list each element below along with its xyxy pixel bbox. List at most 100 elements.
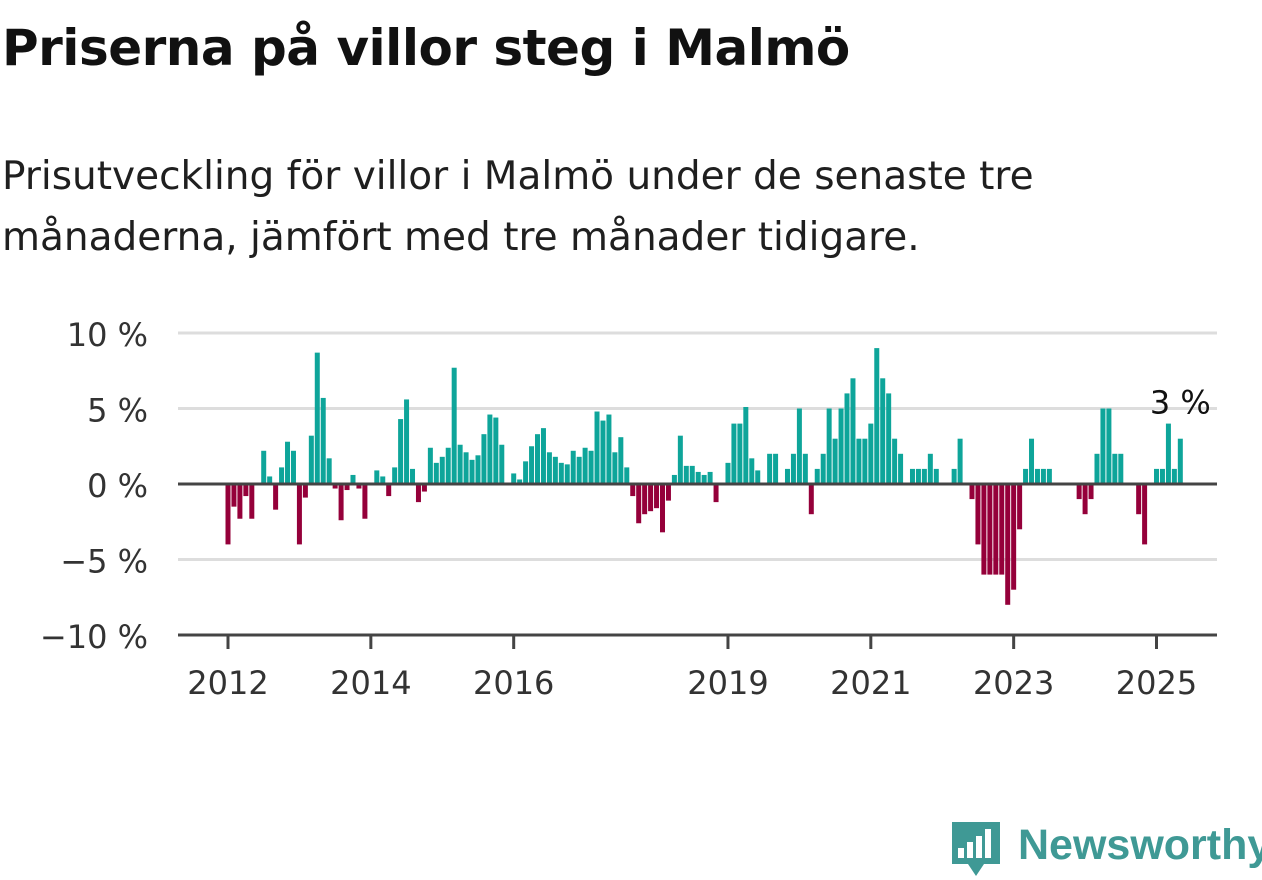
bar [683, 465, 689, 484]
bar [731, 423, 737, 484]
bar [755, 470, 761, 484]
bar [1005, 484, 1011, 605]
brand-name: Newsworthy [1018, 821, 1262, 869]
bar [665, 484, 671, 501]
bar [874, 348, 880, 484]
bar [814, 468, 820, 484]
bar [439, 456, 445, 484]
bar [850, 378, 856, 484]
bar [588, 450, 594, 484]
bar [1082, 484, 1088, 515]
bar [987, 484, 993, 575]
bar [648, 484, 654, 512]
bar [1034, 468, 1040, 484]
bar [1159, 468, 1165, 484]
bar [1171, 468, 1177, 484]
bar [957, 438, 963, 484]
bar [862, 438, 868, 484]
bar [517, 479, 523, 484]
bar [433, 462, 439, 484]
bar [475, 455, 481, 484]
bar [1094, 453, 1100, 484]
bar [868, 423, 874, 484]
bar [1177, 438, 1183, 484]
chart-subtitle: Prisutveckling för villor i Malmö under … [2, 154, 1034, 260]
bar [445, 447, 451, 484]
bar [398, 419, 404, 484]
bar [933, 468, 939, 484]
bar [880, 378, 886, 484]
bar [481, 434, 487, 484]
x-tick-label: 2016 [473, 664, 554, 702]
bar [1112, 453, 1118, 484]
bar [308, 435, 314, 484]
bar [302, 484, 308, 498]
bar [1142, 484, 1148, 545]
bar [784, 468, 790, 484]
bar [535, 434, 540, 484]
bar [404, 399, 410, 484]
bar [237, 484, 243, 519]
bar [320, 397, 326, 484]
y-tick-label: −5 % [60, 543, 148, 581]
bar [951, 468, 957, 484]
bar [1011, 484, 1017, 590]
newsworthy-logo-icon [952, 822, 1000, 876]
bar [838, 408, 844, 484]
bar [606, 414, 612, 484]
bar [523, 461, 529, 484]
bar [856, 438, 862, 484]
bar [921, 468, 927, 484]
bar [993, 484, 999, 575]
bar [796, 408, 802, 484]
bar [981, 484, 987, 575]
bar [261, 450, 267, 484]
bar [529, 446, 535, 484]
bar [909, 468, 915, 484]
bar [820, 453, 826, 484]
bar [1118, 453, 1124, 484]
bar [636, 484, 642, 524]
bar [654, 484, 660, 509]
bar [790, 453, 796, 484]
bar [898, 453, 904, 484]
bar [1023, 468, 1029, 484]
bar [737, 423, 743, 484]
bar [279, 467, 285, 484]
bar [546, 452, 552, 484]
bar [493, 417, 499, 484]
bar [326, 458, 332, 484]
bar [630, 484, 636, 497]
bar [594, 411, 600, 484]
bar [618, 437, 624, 484]
x-tick-label: 2025 [1116, 664, 1197, 702]
bar [844, 393, 850, 484]
bar [380, 476, 386, 484]
bar [356, 484, 362, 489]
bar [767, 453, 773, 484]
bar [386, 484, 392, 497]
bar [267, 476, 273, 484]
bar [1106, 408, 1112, 484]
bar [552, 456, 558, 484]
bar [612, 452, 618, 484]
bar [808, 484, 814, 515]
bar [892, 438, 898, 484]
x-tick-label: 2023 [973, 664, 1054, 702]
bar [695, 471, 701, 484]
bar [558, 462, 564, 484]
newsworthy-brand: Newsworthy [950, 818, 1262, 876]
bar [350, 474, 356, 484]
bar [1165, 423, 1171, 484]
bar [1136, 484, 1142, 515]
bar [1029, 438, 1035, 484]
bar [225, 484, 231, 545]
bar [285, 441, 291, 484]
bar [415, 484, 421, 503]
y-tick-label: 0 % [87, 467, 148, 505]
bar-chart: 10 % 5 % 0 % −5 % −10 % 2012 2014 2016 2019 2021 2… [40, 316, 1217, 702]
bar [725, 462, 731, 484]
bar [773, 453, 779, 484]
bar [410, 468, 416, 484]
bar [457, 444, 463, 484]
